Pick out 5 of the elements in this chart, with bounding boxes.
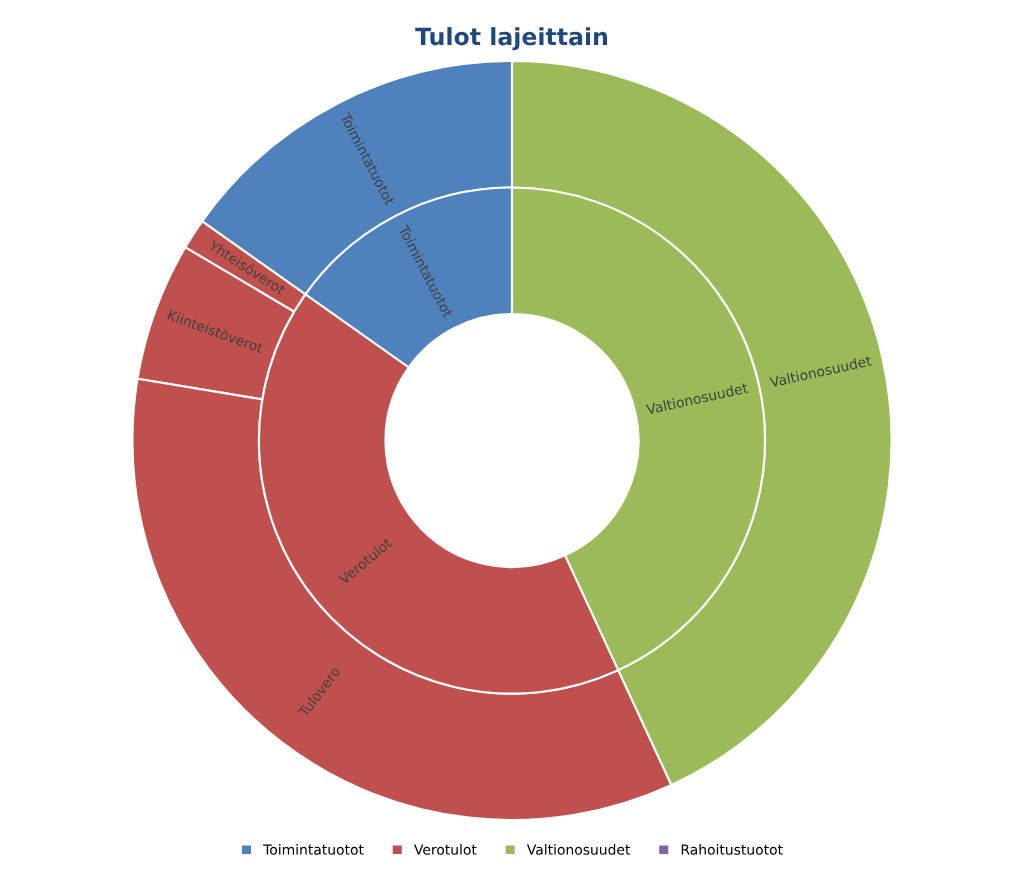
- legend-label: Verotulot: [414, 844, 477, 855]
- chart-title: Tulot lajeittain: [415, 27, 608, 51]
- legend-label: Toimintatuotot: [263, 844, 364, 855]
- legend-label: Rahoitustuotot: [681, 844, 783, 855]
- legend-label: Valtionosuudet: [526, 844, 631, 855]
